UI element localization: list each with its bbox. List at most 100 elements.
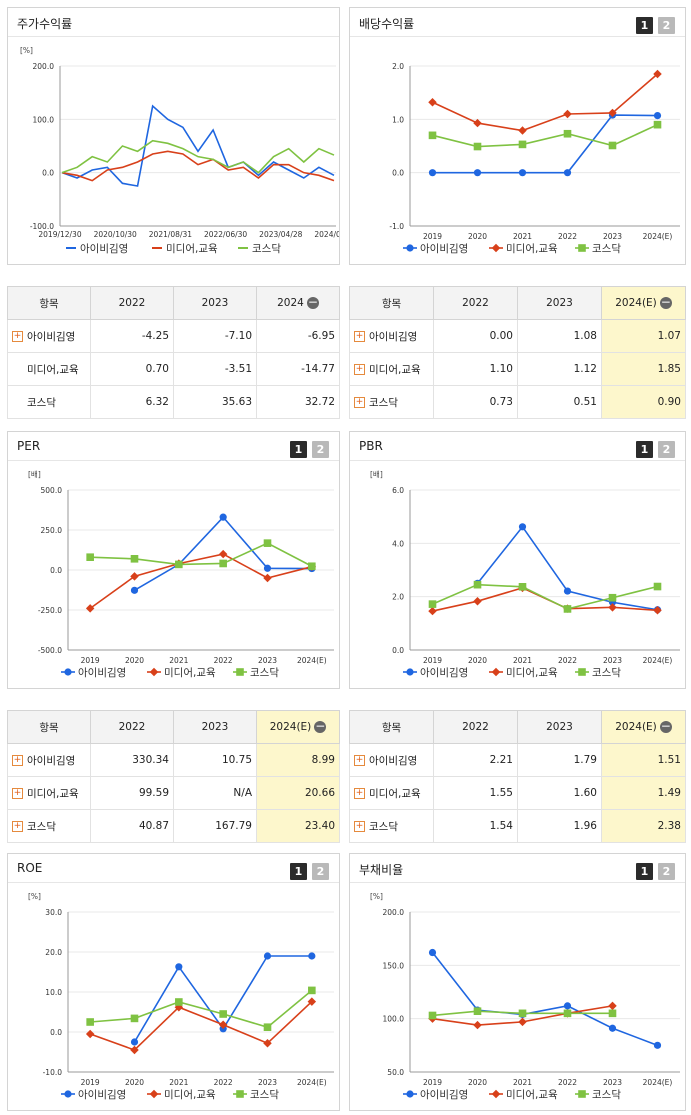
legend-item-1[interactable]: 아이비김영 xyxy=(61,1089,126,1101)
legend-item-2[interactable]: 미디어,교육 xyxy=(152,243,218,255)
pager-button-1[interactable]: 1 xyxy=(636,441,653,458)
series-line-3 xyxy=(90,989,313,1029)
expand-icon[interactable]: + xyxy=(12,755,23,766)
legend-item-2[interactable]: 미디어,교육 xyxy=(489,1089,558,1101)
collapse-icon[interactable]: − xyxy=(659,295,672,309)
legend-item-3[interactable]: 코스닥 xyxy=(575,667,621,679)
data-point xyxy=(130,1038,139,1046)
chart-title: 주가수익률 xyxy=(17,17,73,31)
table-cell: -3.51 xyxy=(173,352,257,386)
expand-icon[interactable]: + xyxy=(354,755,365,766)
column-header-label: 2022 xyxy=(462,721,489,733)
collapse-icon[interactable]: − xyxy=(659,719,672,733)
pager-button-1[interactable]: 1 xyxy=(636,17,653,34)
pager-button-1[interactable]: 1 xyxy=(290,863,307,880)
pager-button-1[interactable]: 1 xyxy=(290,441,307,458)
table-cell: 35.63 xyxy=(173,385,257,419)
table-cell: 167.79 xyxy=(173,809,257,843)
expand-icon[interactable]: + xyxy=(12,788,23,799)
pager-button-2[interactable]: 2 xyxy=(658,17,675,34)
column-header: 2023 xyxy=(173,286,257,320)
expand-icon[interactable]: + xyxy=(354,397,365,408)
y-tick-label: 200.0 xyxy=(33,62,55,71)
collapse-icon[interactable]: − xyxy=(314,719,327,733)
data-point xyxy=(130,572,139,581)
y-tick-label: 50.0 xyxy=(387,1068,404,1077)
x-tick-label: 2021 xyxy=(513,1078,532,1087)
legend-item-3[interactable]: 코스닥 xyxy=(233,667,279,679)
data-point xyxy=(563,1009,572,1018)
collapse-icon[interactable]: − xyxy=(306,295,319,309)
legend-item-1[interactable]: 아이비김영 xyxy=(403,667,468,679)
legend-item-1[interactable]: 아이비김영 xyxy=(403,243,468,255)
legend-label: 코스닥 xyxy=(252,243,281,255)
pager-button-1[interactable]: 1 xyxy=(636,863,653,880)
legend-label: 아이비김영 xyxy=(420,667,468,679)
table-cell: 1.79 xyxy=(517,743,602,777)
x-tick-label: 2020 xyxy=(468,232,487,241)
legend-label: 아이비김영 xyxy=(420,1089,468,1101)
x-tick-label: 2022 xyxy=(558,656,577,665)
y-tick-label: -250.0 xyxy=(38,606,62,615)
expand-icon[interactable]: + xyxy=(354,788,365,799)
y-tick-label: 0.0 xyxy=(50,566,62,575)
row-label-cell: + 코스닥 xyxy=(349,385,434,419)
y-unit-label: [%] xyxy=(370,892,383,901)
table-header-row: 항목 2022 2023 2024(E) − xyxy=(7,710,340,744)
expand-icon[interactable]: + xyxy=(354,331,365,342)
legend-item-3[interactable]: 코스닥 xyxy=(575,1089,621,1101)
data-point xyxy=(263,1038,272,1048)
expand-icon[interactable]: + xyxy=(354,364,365,375)
row-label-cell: + 미디어,교육 xyxy=(7,776,91,810)
legend-item-2[interactable]: 미디어,교육 xyxy=(147,667,216,679)
table-row: 코스닥 6.32 35.63 32.72 xyxy=(7,385,340,419)
table-cell: 0.00 xyxy=(433,319,518,353)
legend-marker xyxy=(491,1089,501,1099)
legend-item-1[interactable]: 아이비김영 xyxy=(66,243,128,255)
expand-icon[interactable]: + xyxy=(12,821,23,832)
pager-button-2[interactable]: 2 xyxy=(312,863,329,880)
legend-item-2[interactable]: 미디어,교육 xyxy=(489,667,558,679)
legend-label: 미디어,교육 xyxy=(506,243,558,255)
legend-item-1[interactable]: 아이비김영 xyxy=(61,667,126,679)
table-cell: 10.75 xyxy=(173,743,257,777)
x-tick-label: 2021 xyxy=(513,656,532,665)
expand-icon[interactable]: + xyxy=(354,821,365,832)
pager-button-2[interactable]: 2 xyxy=(312,441,329,458)
legend-item-3[interactable]: 코스닥 xyxy=(238,243,281,255)
table-cell: 0.51 xyxy=(517,385,602,419)
y-tick-label: 4.0 xyxy=(392,539,404,548)
legend-marker xyxy=(236,1090,244,1098)
table-row: + 아이비김영 0.00 1.08 1.07 xyxy=(349,319,686,353)
legend-item-3[interactable]: 코스닥 xyxy=(575,243,621,255)
data-point xyxy=(86,553,94,561)
table-header-row: 항목 2022 2023 2024(E) − xyxy=(349,286,686,320)
x-tick-label: 2019 xyxy=(81,656,100,665)
chart-svg-pbr: [배] 0.0 2.0 4.0 6.0 2019 2020 2021 2022 2023 2024(… xyxy=(370,470,680,679)
chart-title: 부채비율 xyxy=(359,863,404,877)
data-point xyxy=(130,586,139,594)
row-label: 미디어,교육 xyxy=(27,787,79,800)
row-label: 아이비김영 xyxy=(27,754,76,767)
expand-icon[interactable]: + xyxy=(12,331,23,342)
table-row: + 코스닥 1.54 1.96 2.38 xyxy=(349,809,686,843)
legend-marker xyxy=(149,1089,159,1099)
y-tick-label: 0.0 xyxy=(392,646,404,655)
series-line-1 xyxy=(431,952,658,1047)
column-header-label: 2023 xyxy=(201,721,229,733)
legend-item-3[interactable]: 코스닥 xyxy=(233,1089,279,1101)
legend-item-2[interactable]: 미디어,교육 xyxy=(147,1089,216,1101)
data-point xyxy=(428,948,437,957)
x-tick-label: 2019 xyxy=(81,1078,100,1087)
pager-button-2[interactable]: 2 xyxy=(658,863,675,880)
data-point xyxy=(473,169,482,177)
legend-item-1[interactable]: 아이비김영 xyxy=(403,1089,468,1101)
pager-button-2[interactable]: 2 xyxy=(658,441,675,458)
chart-panel-div: 배당수익률 1 2 -1.0 0.0 1.0 2.0 2019 2020 2021 2022 2023… xyxy=(349,7,686,265)
legend-label: 코스닥 xyxy=(250,1089,279,1101)
y-tick-label: 0.0 xyxy=(50,1028,62,1037)
legend-item-2[interactable]: 미디어,교육 xyxy=(489,243,558,255)
legend-label: 아이비김영 xyxy=(420,243,468,255)
legend-marker xyxy=(406,668,414,676)
